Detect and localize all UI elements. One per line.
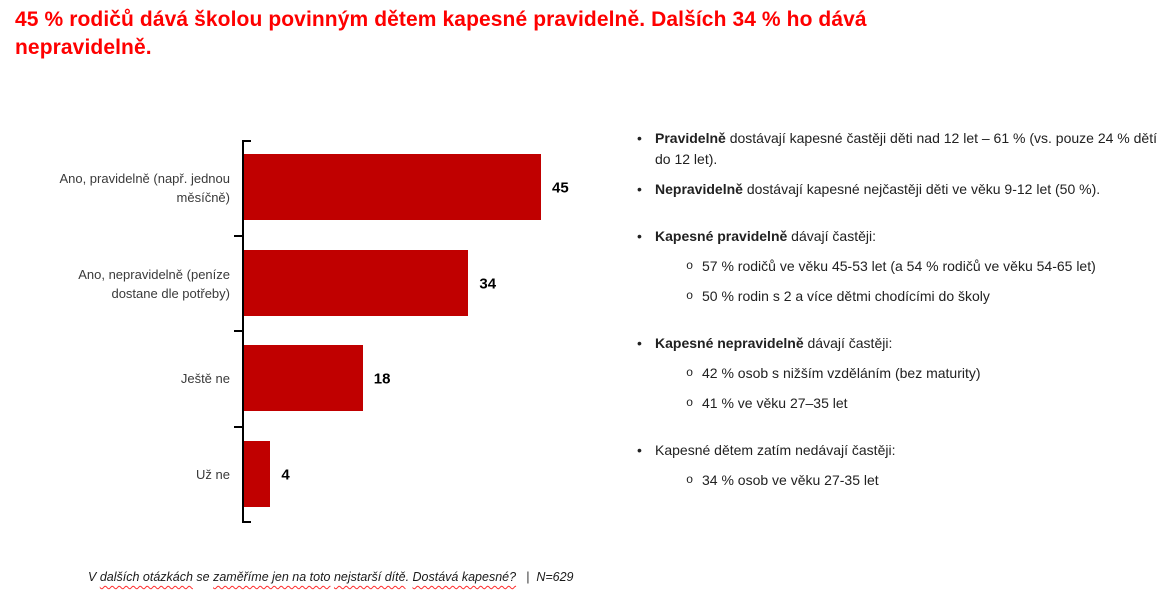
insight-text: 50 % rodin s 2 a více dětmi chodícími do… <box>702 288 990 304</box>
insight-text: Kapesné nepravidelně dávají častěji: <box>655 335 893 351</box>
axis-tick <box>242 140 251 142</box>
insight-text: Nepravidelně dostávají kapesné nejčastěj… <box>655 181 1101 197</box>
bar-row: Ano, pravidelně (např. jednou měsíčně) 4… <box>52 140 622 236</box>
axis-tick <box>234 426 242 428</box>
bullet-dot-icon: • <box>637 181 642 197</box>
category-label: Ano, pravidelně (např. jednou měsíčně) <box>59 170 230 206</box>
insight-text: 34 % osob ve věku 27-35 let <box>702 472 879 488</box>
bullet-dot-icon: • <box>637 228 642 244</box>
value-label: 18 <box>373 370 391 388</box>
y-axis-line <box>242 140 244 523</box>
insight-bullet: • Pravidelně dostávají kapesné častěji dě… <box>635 128 1165 170</box>
value-label: 4 <box>281 466 290 484</box>
insight-sub-bullet: o 42 % osob s nižším vzděláním (bez matur… <box>635 363 1165 384</box>
value-label: 45 <box>552 179 569 197</box>
insight-text: Kapesné dětem zatím nedávají častěji: <box>655 442 896 458</box>
footnote-word: V <box>88 570 100 584</box>
footnote-word: . <box>405 570 413 584</box>
bar <box>244 250 469 316</box>
bullet-dot-icon: • <box>637 442 642 458</box>
footnote: V dalších otázkách se zaměříme jen na to… <box>88 570 708 584</box>
category-label: Už ne <box>196 467 230 483</box>
page-title: 45 % rodičů dává školou povinným dětem k… <box>15 8 867 60</box>
footnote-word-spellcheck: zaměříme jen na toto <box>213 570 331 584</box>
insight-bullet: • Nepravidelně dostávají kapesné nejčastě… <box>635 179 1165 200</box>
bullet-dot-icon: • <box>637 335 642 351</box>
category-label: Ano, nepravidelně (peníze dostane dle po… <box>78 266 230 302</box>
insight-text: 42 % osob s nižším vzděláním (bez maturi… <box>702 365 981 381</box>
insight-text: 41 % ve věku 27–35 let <box>702 395 848 411</box>
insight-sub-bullet: o 57 % rodičů ve věku 45-53 let (a 54 % r… <box>635 256 1165 277</box>
bullet-circle-icon: o <box>686 366 694 380</box>
bar-row: Už ne 4 <box>52 427 622 523</box>
bar <box>244 441 271 507</box>
bullet-dot-icon: • <box>637 130 642 146</box>
bar <box>244 345 363 411</box>
category-label: Ještě ne <box>180 371 230 387</box>
sample-size: N=629 <box>536 570 574 584</box>
axis-tick <box>242 521 251 523</box>
bar-row: Ještě ne 18 <box>52 331 622 427</box>
bar <box>244 154 541 220</box>
bullet-circle-icon: o <box>686 396 694 410</box>
insight-text: 57 % rodičů ve věku 45-53 let (a 54 % ro… <box>702 258 1096 274</box>
bullet-circle-icon: o <box>686 259 694 273</box>
bullet-circle-icon: o <box>686 473 694 487</box>
insight-bullet: • Kapesné pravidelně dávají častěji: <box>635 226 1165 247</box>
insight-sub-bullet: o 50 % rodin s 2 a více dětmi chodícími d… <box>635 286 1165 307</box>
axis-tick <box>234 235 242 237</box>
insights-list: • Pravidelně dostávají kapesné častěji dě… <box>635 128 1165 500</box>
bar-row: Ano, nepravidelně (peníze dostane dle po… <box>52 236 622 332</box>
insight-bullet: • Kapesné dětem zatím nedávají častěji: <box>635 440 1165 461</box>
bar-chart: Ano, pravidelně (např. jednou měsíčně) 4… <box>52 140 622 523</box>
footnote-word-spellcheck: nejstarší dítě <box>333 570 406 584</box>
bullet-circle-icon: o <box>686 289 694 303</box>
insight-sub-bullet: o 34 % osob ve věku 27-35 let <box>635 470 1165 491</box>
value-label: 34 <box>479 275 497 293</box>
insight-text: Pravidelně dostávají kapesné častěji dět… <box>655 130 1157 167</box>
insight-text: Kapesné pravidelně dávají častěji: <box>655 228 876 244</box>
footnote-question: V dalších otázkách se zaměříme jen na to… <box>88 570 516 584</box>
footnote-word: se <box>192 570 214 584</box>
footnote-word-spellcheck: dalších otázkách <box>99 570 193 584</box>
axis-tick <box>234 330 242 332</box>
insight-sub-bullet: o 41 % ve věku 27–35 let <box>635 393 1165 414</box>
insight-bullet: • Kapesné nepravidelně dávají častěji: <box>635 333 1165 354</box>
footnote-separator: | <box>526 570 530 584</box>
footnote-word-spellcheck: Dostává kapesné? <box>412 570 517 584</box>
